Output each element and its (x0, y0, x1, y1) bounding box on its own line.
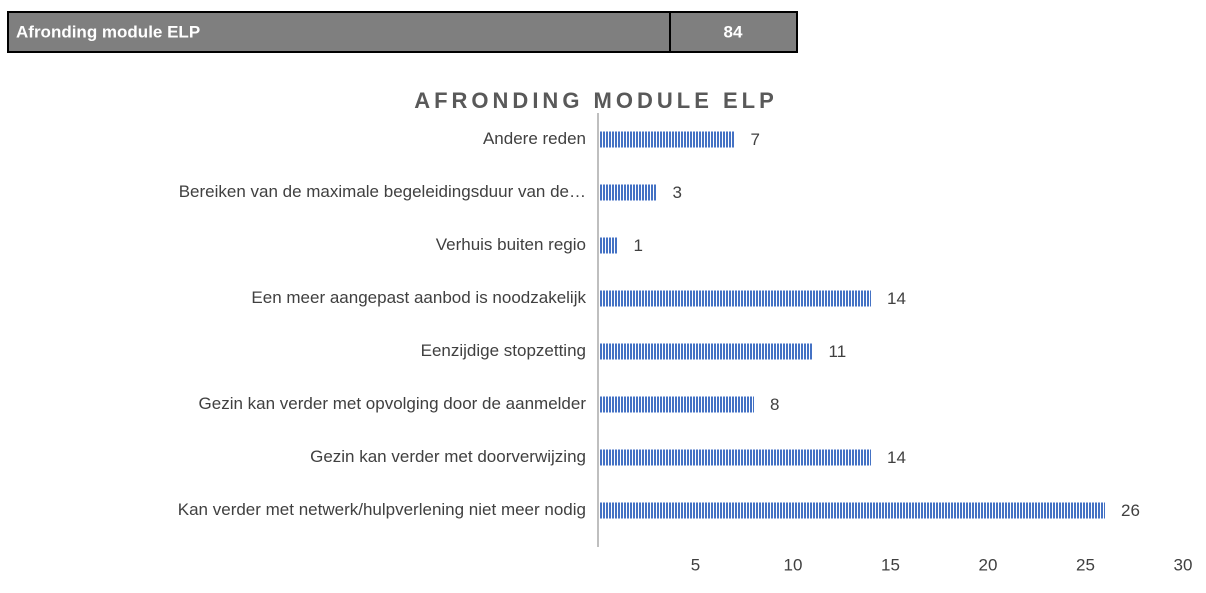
table-text: Afronding module ELP (16, 22, 200, 41)
table-text: 84 (724, 22, 743, 41)
data-label: 26 (1121, 501, 1140, 520)
table-cell (669, 11, 798, 53)
bar (598, 290, 871, 307)
data-label: 3 (673, 183, 682, 202)
y-tick-label: Een meer aangepast aanbod is noodzakelij… (251, 288, 586, 307)
x-tick-label: 15 (881, 555, 900, 574)
x-tick-label: 20 (979, 555, 998, 574)
bar (598, 396, 754, 413)
y-tick-label: Kan verder met netwerk/hulpverlening nie… (178, 500, 586, 519)
x-tick-label: 10 (784, 555, 803, 574)
x-tick-label: 25 (1076, 555, 1095, 574)
y-tick-label: Gezin kan verder met opvolging door de a… (199, 394, 587, 413)
bar (598, 502, 1105, 519)
data-label: 14 (887, 289, 906, 308)
x-tick-label: 5 (691, 555, 700, 574)
x-tick-label: 30 (1174, 555, 1193, 574)
data-label: 1 (634, 236, 643, 255)
table-cell (7, 11, 671, 53)
bar (598, 237, 618, 254)
data-label: 8 (770, 395, 779, 414)
data-label: 7 (751, 130, 760, 149)
chart-title: AFRONDING MODULE ELP (414, 88, 778, 113)
bar (598, 449, 871, 466)
y-tick-label: Gezin kan verder met doorverwijzing (310, 447, 586, 466)
y-tick-label: Eenzijdige stopzetting (421, 341, 586, 360)
bar (598, 131, 735, 148)
data-label: 14 (887, 448, 906, 467)
y-tick-label: Verhuis buiten regio (436, 235, 586, 254)
y-tick-label: Bereiken van de maximale begeleidingsduu… (179, 182, 586, 201)
bar (598, 184, 657, 201)
data-label: 11 (829, 342, 847, 361)
bar (598, 343, 813, 360)
y-tick-label: Andere reden (483, 129, 586, 148)
